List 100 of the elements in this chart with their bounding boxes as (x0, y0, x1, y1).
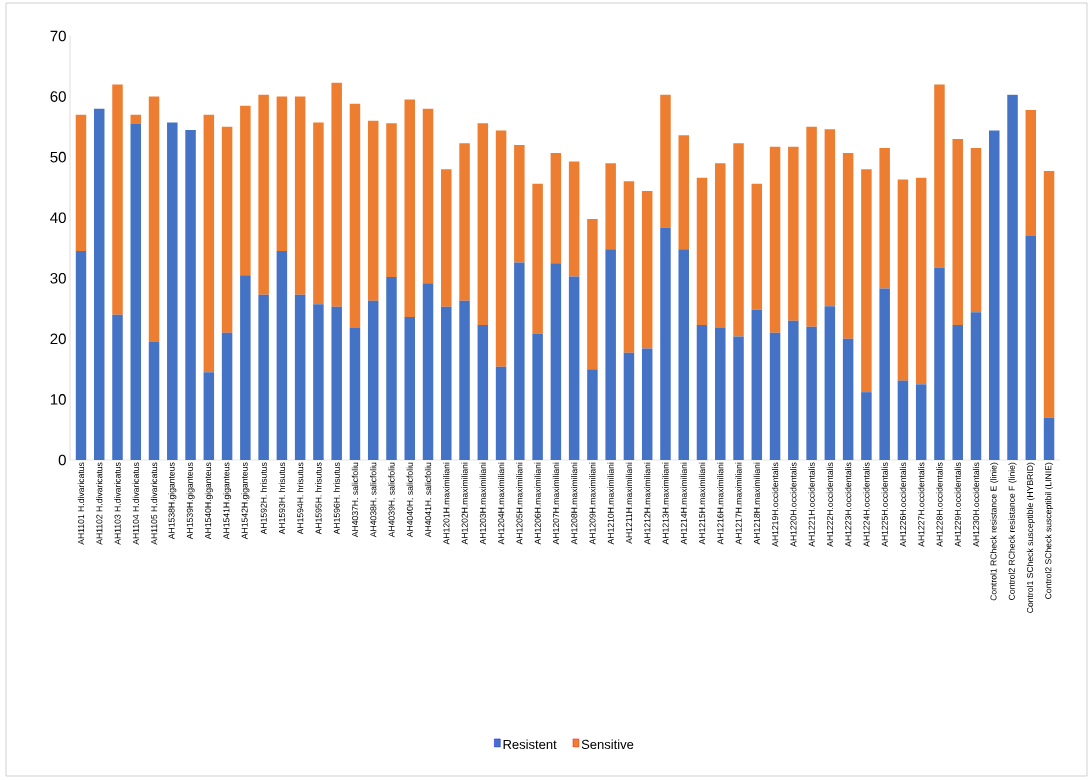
bar (605, 249, 616, 460)
bar (75, 251, 87, 460)
x-tick-label: AH1105 H.divaricatus (150, 462, 158, 545)
bar (386, 277, 397, 460)
bar (276, 251, 288, 460)
x-tick-label: AH1230H.occidentalis (972, 462, 980, 547)
bar (331, 306, 342, 460)
x-tick-label: AH4039H. salicfoliu (388, 462, 395, 538)
bar (806, 326, 817, 460)
bar (660, 94, 671, 228)
bar (294, 294, 306, 460)
bar (1043, 171, 1055, 418)
bar (422, 283, 434, 460)
bar (75, 114, 87, 252)
x-tick-label: AH1538H.giganteus (168, 462, 177, 540)
x-tick-label: AH1211H.maximiliani (625, 462, 633, 544)
bar (514, 145, 525, 263)
y-tick-label: 70 (50, 30, 66, 42)
bar (441, 169, 452, 307)
bar (568, 161, 580, 277)
bar (715, 327, 726, 460)
y-tick-label: 10 (50, 394, 66, 405)
x-tick-label: AH1103 H.divaricatus (114, 462, 121, 545)
bar (568, 276, 580, 460)
x-tick-label: Control2 SCheck susceptibil (LINIE) (1045, 462, 1054, 599)
bar (605, 163, 616, 250)
bar (897, 179, 909, 381)
bar (404, 317, 415, 460)
bar (441, 306, 452, 460)
x-tick-label: AH1205H.maximiliani (516, 462, 523, 545)
bar (313, 122, 324, 305)
bar (696, 324, 708, 460)
bar (477, 123, 489, 325)
x-tick-label: AH1539H.giganteus (186, 462, 195, 540)
bar (130, 114, 142, 124)
x-tick-label: AH1206H.maximiliani (534, 462, 541, 545)
bar (806, 126, 817, 327)
x-tick-label: AH1229H.occidentalis (954, 462, 961, 547)
bar (879, 148, 890, 289)
x-tick-label: AH1104 H.divaricatus (132, 462, 139, 545)
bar (897, 380, 909, 460)
y-tick-label: 20 (50, 333, 66, 345)
bar (1025, 235, 1037, 460)
legend-label: Resistent (503, 739, 557, 750)
x-tick-label: AH1228H.occidentalis (936, 462, 943, 547)
bar (623, 181, 635, 353)
bar (660, 227, 671, 460)
bar (970, 148, 982, 313)
bar (842, 152, 854, 339)
bar (989, 130, 1000, 460)
bar (1043, 417, 1055, 460)
bar (495, 366, 507, 460)
x-tick-label: AH1207H.maximiliani (552, 462, 560, 545)
bar (294, 96, 306, 295)
bar (861, 392, 872, 460)
bar (203, 372, 215, 460)
x-tick-label: AH1224H.occidentalis (863, 462, 870, 547)
bar (93, 108, 105, 460)
bar (276, 96, 288, 252)
bar (678, 135, 689, 250)
x-tick-label: AH1223H.occidentalis (844, 462, 852, 547)
bar (641, 191, 653, 349)
x-tick-label: AH1215H.maximiliani (698, 462, 706, 545)
x-tick-label: AH4037H. salicfoliu (351, 462, 359, 538)
bar (824, 306, 836, 460)
bar (696, 177, 708, 325)
x-tick-label: AH1218H.maximiliani (753, 462, 760, 545)
bar (769, 146, 781, 333)
bar (550, 152, 562, 264)
bar (934, 84, 945, 268)
x-tick-label: AH1214H.maximiliani (680, 462, 687, 545)
bar (203, 114, 215, 373)
x-tick-label: AH4038H. salicfoliu (370, 462, 377, 538)
x-tick-label: AH1210H.maximiliani (607, 462, 614, 545)
x-tick-label: AH1226H.occidentalis (899, 462, 907, 547)
x-tick-label: AH1225H.occidentalis (881, 462, 888, 547)
bar (733, 143, 744, 337)
x-tick-label: AH1593H. hrisutus (278, 462, 286, 535)
bar (258, 294, 269, 460)
bar (788, 320, 799, 460)
bar (422, 108, 434, 284)
bar (367, 300, 379, 460)
bar (733, 336, 744, 460)
bar (915, 177, 927, 385)
bar (495, 130, 507, 367)
x-tick-label: AH1208H.maximiliani (570, 462, 578, 545)
x-tick-label: AH1542H.giganteus (241, 462, 250, 540)
x-tick-label: AH1204H.maximiliani (497, 462, 505, 545)
x-tick-label: AH1221H.occidentalis (808, 462, 815, 547)
x-tick-label: AH1102 H.divaricatus (96, 462, 103, 545)
x-tick-label: AH1216H.maximiliani (717, 462, 724, 545)
bar (970, 312, 982, 460)
x-tick-label: AH1592H. hrisutus (260, 462, 267, 535)
bar (240, 105, 251, 276)
bar (240, 275, 251, 460)
x-tick-label: Control2 RCheck resistance F (linie) (1008, 462, 1017, 600)
bar (532, 333, 543, 460)
x-tick-label: AH1540H.giganteus (204, 462, 213, 540)
bar (879, 288, 890, 460)
x-tick-label: AH1202H.maximiliani (461, 462, 468, 545)
